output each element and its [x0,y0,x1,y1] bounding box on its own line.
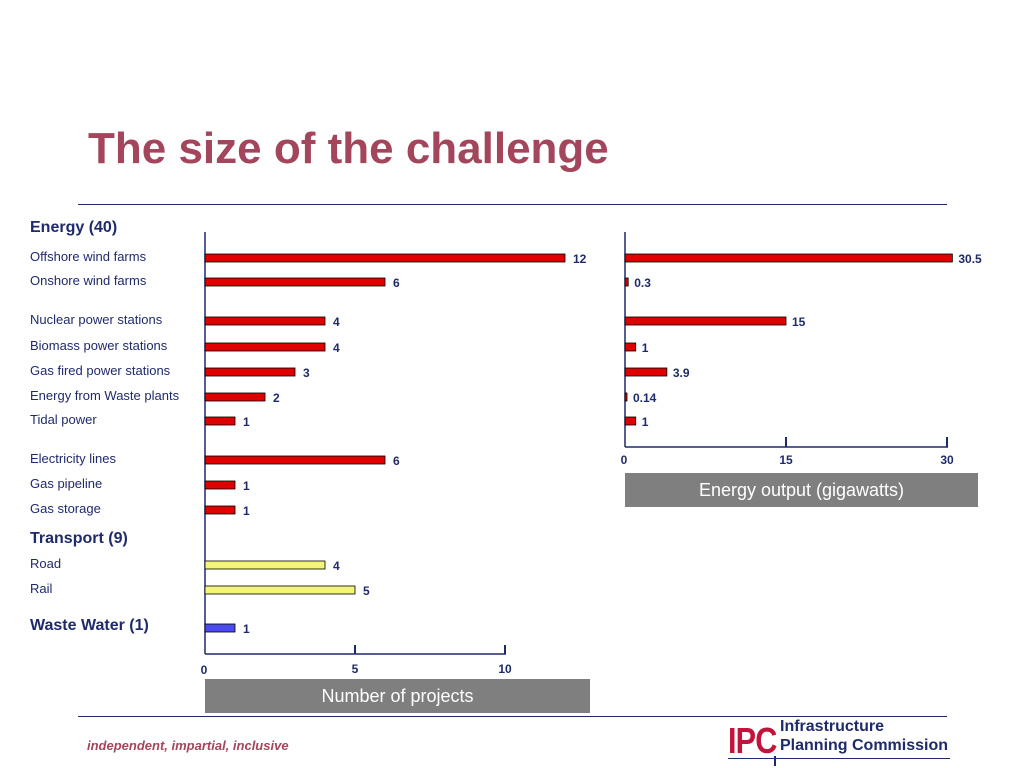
projects-value-label: 1 [243,415,250,429]
energy-output-value-label: 30.5 [958,252,982,266]
projects-bar [204,585,356,595]
projects-value-label: 1 [243,622,250,636]
x-axis-caption-gigawatts: Energy output (gigawatts) [625,473,978,507]
projects-value-label: 3 [303,366,310,380]
projects-value-label: 2 [273,391,280,405]
projects-bar [204,277,386,287]
category-label: Road [30,556,62,571]
right-x-tick-label: 15 [779,453,793,467]
projects-bar [204,560,326,570]
group-label-energy: Energy (40) [30,219,118,236]
category-label: Gas storage [30,501,101,516]
category-label: Tidal power [30,412,97,427]
projects-value-label: 6 [393,276,400,290]
projects-bar [204,367,296,377]
energy-output-bar [624,392,628,402]
category-label: Biomass power stations [30,338,168,353]
projects-bar [204,342,326,352]
category-label: Energy from Waste plants [30,388,180,403]
projects-value-label: 4 [333,315,340,329]
projects-value-label: 1 [243,479,250,493]
projects-bar [204,623,236,633]
energy-output-value-label: 1 [642,415,649,429]
energy-output-value-label: 0.14 [633,391,657,405]
projects-value-label: 6 [393,454,400,468]
energy-output-bar [624,416,637,426]
right-x-tick-label: 30 [940,453,954,467]
projects-bar [204,316,326,326]
projects-value-label: 1 [243,504,250,518]
projects-value-label: 4 [333,341,340,355]
group-label-transport: Transport (9) [30,530,128,547]
category-label: Onshore wind farms [30,273,147,288]
energy-output-value-label: 3.9 [673,366,690,380]
energy-output-bar [624,316,787,326]
bottom-divider [78,716,947,717]
slide-title: The size of the challenge [88,124,609,173]
logo-underline [728,758,950,759]
projects-bar [204,455,386,465]
projects-value-label: 5 [363,584,370,598]
left-x-tick-label: 5 [352,662,359,676]
ipc-logo: IPC Infrastructure Planning Commission [728,716,950,768]
projects-bar [204,416,236,426]
energy-output-value-label: 15 [792,315,806,329]
category-label: Gas pipeline [30,476,103,491]
projects-value-label: 4 [333,559,340,573]
category-label: Rail [30,581,53,596]
footer-tagline: independent, impartial, inclusive [87,738,289,753]
x-axis-caption-projects: Number of projects [205,679,590,713]
energy-output-bar [624,253,953,263]
projects-bar [204,253,566,263]
category-label: Offshore wind farms [30,249,147,264]
top-divider [78,204,947,205]
logo-line-1: Infrastructure [780,718,885,735]
logo-mark: IPC [728,720,777,761]
category-label: Gas fired power stations [30,363,171,378]
projects-bar [204,392,266,402]
category-label: Nuclear power stations [30,312,163,327]
category-label: Electricity lines [30,451,116,466]
group-label-waste-water: Waste Water (1) [30,617,149,634]
left-x-tick-label: 0 [201,663,208,677]
left-x-tick-label: 10 [498,662,512,676]
logo-tick [774,756,776,766]
energy-output-bar [624,342,637,352]
energy-output-bar [624,367,668,377]
logo-line-2: Planning Commission [780,737,949,754]
energy-output-value-label: 0.3 [634,276,651,290]
energy-output-bar [624,277,629,287]
right-x-tick-label: 0 [621,453,628,467]
projects-bar [204,480,236,490]
projects-value-label: 12 [573,252,587,266]
projects-bar [204,505,236,515]
energy-output-value-label: 1 [642,341,649,355]
